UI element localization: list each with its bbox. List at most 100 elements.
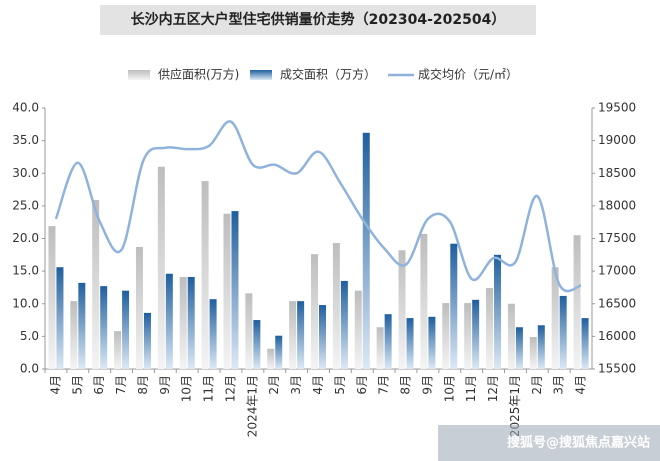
legend-swatch [128, 70, 150, 80]
bar [442, 303, 450, 369]
y-tick-label: 10.0 [12, 296, 39, 310]
x-tick-label: 9月 [158, 375, 172, 395]
bar [209, 299, 217, 369]
y-tick-label: 20.0 [12, 231, 39, 245]
watermark: 搜狐号@搜狐焦点嘉兴站 [507, 435, 650, 451]
bar [529, 337, 537, 369]
bar [573, 235, 581, 369]
bar [464, 303, 472, 369]
bar [398, 250, 406, 369]
bar [179, 276, 187, 369]
bar [70, 301, 78, 369]
y-tick-label: 25.0 [12, 198, 39, 212]
x-tick-label: 5月 [333, 375, 347, 395]
bar [494, 254, 502, 369]
y-tick-label: 0.0 [20, 362, 39, 376]
bar [581, 318, 589, 369]
x-tick-label: 12月 [486, 375, 500, 402]
y2-tick-label: 17500 [598, 231, 636, 245]
bar [297, 301, 305, 369]
legend-label: 供应面积(万方) [158, 67, 239, 82]
bar [267, 348, 275, 369]
y-tick-label: 15.0 [12, 264, 39, 278]
x-tick-label: 11月 [464, 375, 478, 402]
x-tick-label: 10月 [442, 375, 456, 402]
bar [428, 316, 436, 369]
x-tick-label: 2025年1月 [508, 375, 522, 437]
x-tick-label: 8月 [136, 375, 150, 395]
bar [384, 314, 392, 369]
y2-tick-label: 18000 [598, 198, 636, 212]
legend-swatch [250, 70, 272, 80]
bar [201, 181, 209, 369]
y2-tick-label: 19000 [598, 133, 636, 147]
x-tick-label: 2月 [530, 375, 544, 395]
bar [354, 290, 362, 369]
x-tick-label: 7月 [114, 375, 128, 395]
bar [165, 273, 173, 369]
bar [486, 288, 494, 369]
watermark-bg [438, 425, 660, 461]
bar [559, 295, 567, 369]
bar [275, 335, 283, 369]
x-tick-label: 10月 [180, 375, 194, 402]
x-tick-label: 3月 [552, 375, 566, 395]
x-tick-label: 3月 [289, 375, 303, 395]
x-tick-label: 11月 [202, 375, 216, 402]
x-tick-label: 12月 [223, 375, 237, 402]
bar [223, 213, 231, 369]
x-tick-label: 4月 [48, 375, 62, 395]
x-tick-label: 4月 [311, 375, 325, 395]
bar [231, 211, 239, 369]
bar [92, 200, 100, 369]
x-tick-label: 7月 [377, 375, 391, 395]
x-tick-label: 6月 [92, 375, 106, 395]
y-tick-label: 5.0 [20, 329, 39, 343]
y-tick-label: 30.0 [12, 166, 39, 180]
bar [48, 226, 56, 369]
bar [515, 327, 523, 369]
x-tick-label: 2月 [267, 375, 281, 395]
bar [551, 267, 559, 369]
x-tick-label: 9月 [420, 375, 434, 395]
x-tick-label: 2024年1月 [245, 375, 259, 437]
bar [537, 325, 545, 369]
bar [420, 233, 428, 369]
bar [100, 286, 108, 369]
bar [319, 305, 326, 369]
bar [311, 254, 318, 369]
bar [78, 282, 86, 369]
y2-tick-label: 18500 [598, 166, 636, 180]
title-box [100, 5, 536, 35]
bar [245, 293, 253, 369]
bar [253, 320, 261, 369]
bar [56, 267, 64, 369]
legend-label: 成交面积（万方） [280, 67, 376, 82]
y2-tick-label: 16000 [598, 329, 636, 343]
y2-tick-label: 16500 [598, 296, 636, 310]
bar [472, 299, 480, 369]
bar [143, 312, 151, 369]
price-line [54, 120, 582, 293]
y-tick-label: 35.0 [12, 133, 39, 147]
chart-title: 长沙内五区大户型住宅供销量价走势（202304-202504） [131, 11, 506, 28]
x-tick-label: 6月 [355, 375, 369, 395]
bar [157, 166, 165, 369]
bar [187, 276, 195, 369]
bar [507, 303, 515, 369]
y2-tick-label: 15500 [598, 362, 636, 376]
y2-tick-label: 19500 [598, 101, 636, 115]
x-tick-label: 5月 [70, 375, 84, 395]
bar [340, 280, 348, 369]
bar [289, 301, 297, 369]
legend-label: 成交均价（元/㎡） [418, 67, 518, 82]
bar [362, 132, 370, 369]
bar [135, 246, 143, 369]
bar [450, 243, 458, 369]
bar [122, 290, 130, 369]
bar [114, 331, 122, 369]
bar [406, 318, 414, 369]
y-tick-label: 40.0 [12, 101, 39, 115]
x-tick-label: 8月 [399, 375, 413, 395]
